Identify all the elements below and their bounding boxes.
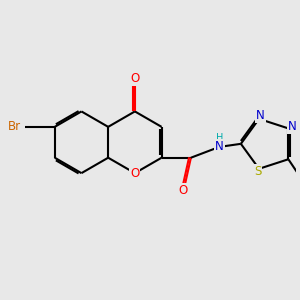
Text: Br: Br xyxy=(8,120,21,134)
Text: N: N xyxy=(288,120,296,134)
Text: S: S xyxy=(254,165,261,178)
Text: O: O xyxy=(178,184,188,196)
Text: N: N xyxy=(256,109,265,122)
Text: O: O xyxy=(130,72,140,85)
Text: H: H xyxy=(216,133,223,143)
Text: O: O xyxy=(130,167,140,180)
Text: N: N xyxy=(215,140,224,153)
